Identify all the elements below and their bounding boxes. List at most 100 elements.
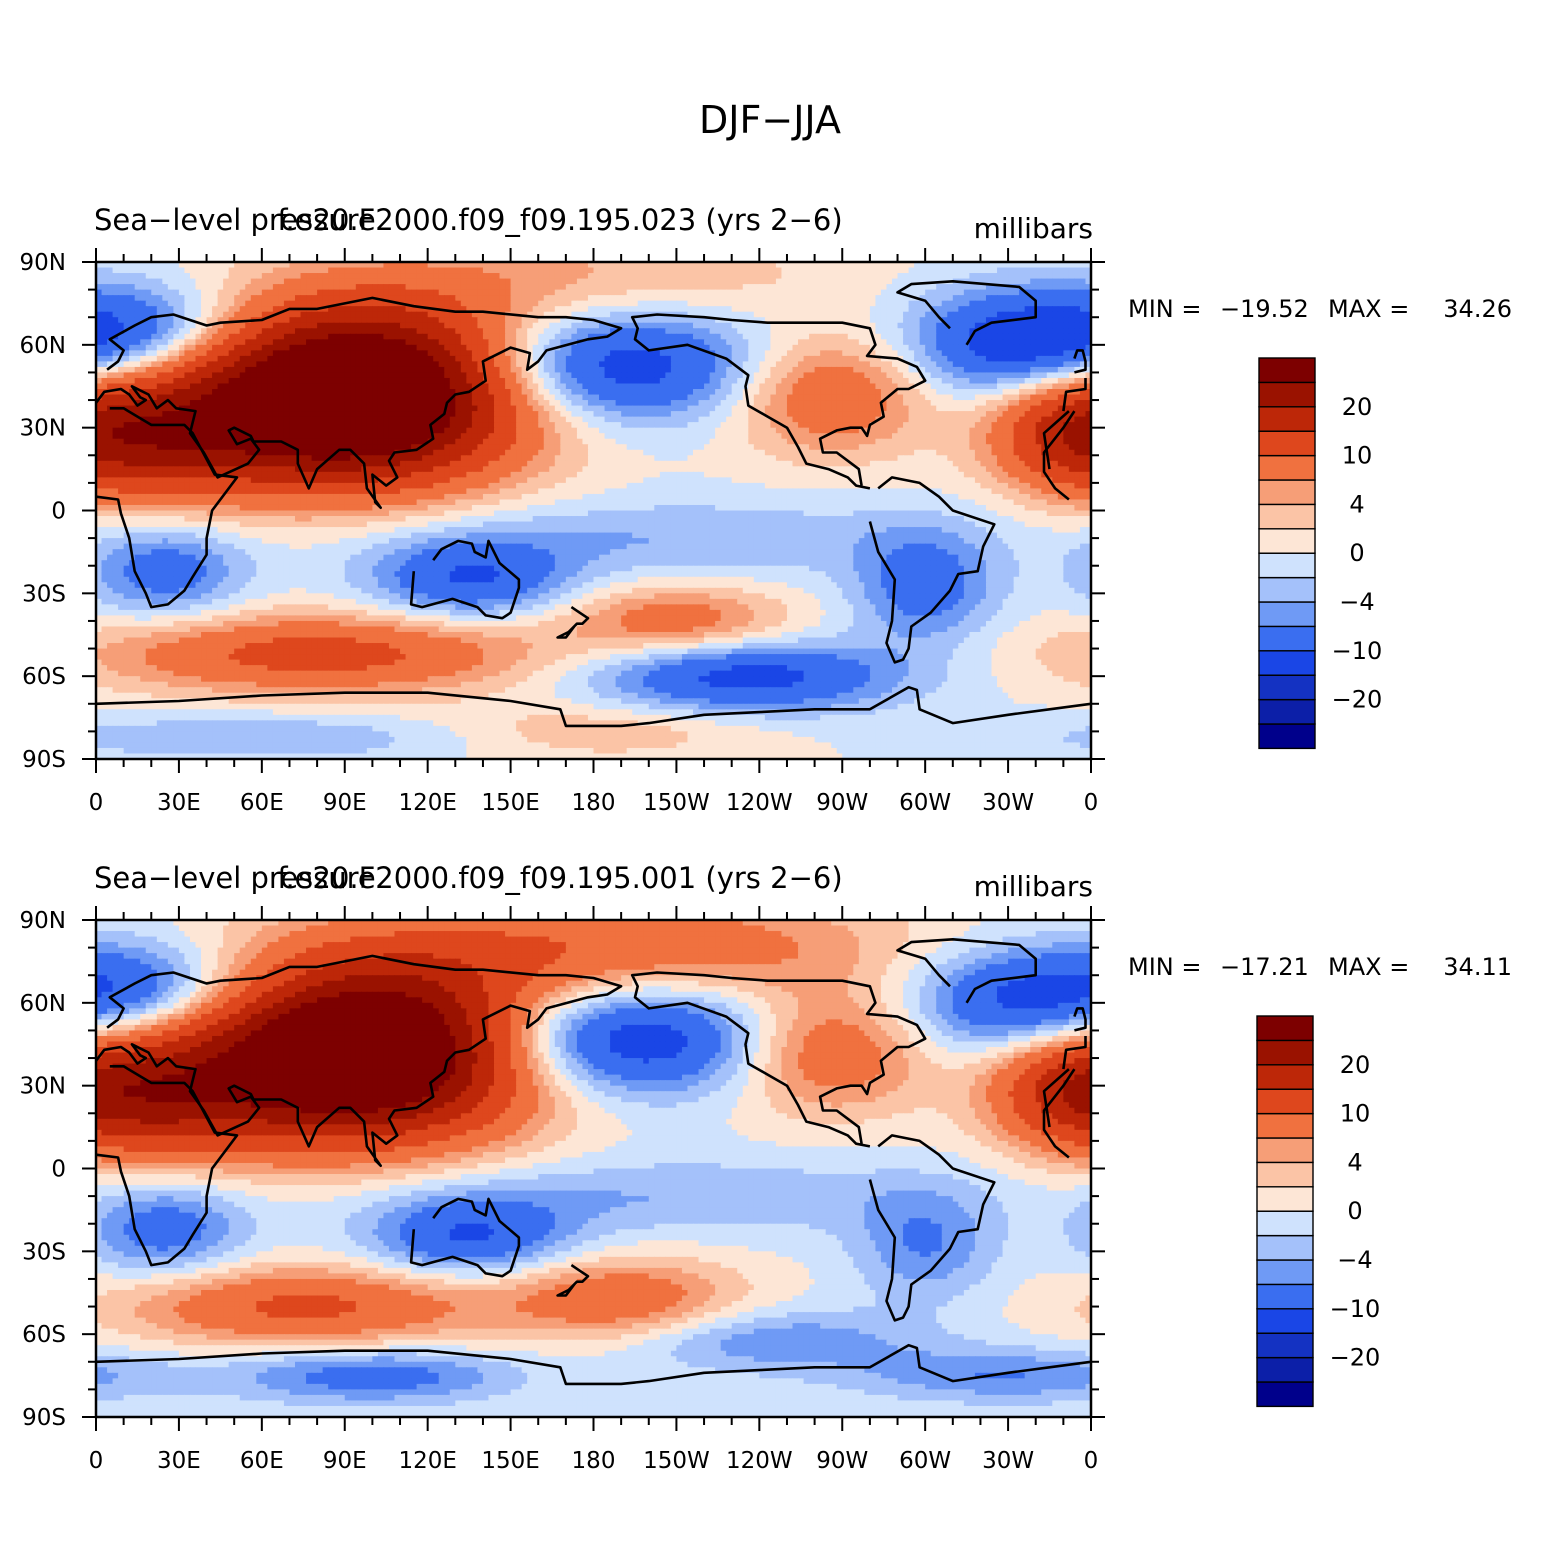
field-cell (1079, 383, 1087, 390)
field-cell (405, 389, 412, 396)
field-cell (814, 377, 821, 385)
field-cell (687, 267, 694, 274)
field-cell (178, 339, 186, 346)
field-cell (477, 394, 484, 401)
field-cell (952, 333, 959, 340)
field-cell (886, 372, 893, 379)
field-cell (809, 284, 816, 291)
field-cell (997, 300, 1004, 307)
field-cell (178, 366, 186, 374)
field-cell (759, 295, 766, 302)
field-cell (798, 311, 805, 318)
field-cell (228, 366, 235, 374)
field-cell (272, 278, 280, 285)
field-cell (693, 350, 700, 357)
field-cell (482, 405, 490, 412)
field-cell (726, 372, 733, 379)
field-cell (516, 355, 523, 362)
field-cell (212, 366, 219, 374)
field-cell (455, 322, 462, 329)
field-cell (272, 267, 280, 274)
field-cell (400, 306, 407, 313)
field-cell (1074, 317, 1081, 324)
field-cell (145, 284, 152, 291)
field-cell (775, 284, 783, 291)
field-cell (201, 306, 208, 313)
field-cell (295, 317, 302, 324)
field-cell (565, 405, 572, 412)
field-cell (737, 262, 744, 269)
field-cell (278, 339, 285, 346)
field-cell (239, 372, 246, 379)
field-cell (394, 284, 401, 291)
field-cell (471, 322, 479, 329)
field-cell (875, 366, 882, 374)
field-cell (709, 295, 716, 302)
field-cell (864, 361, 871, 368)
field-cell (217, 317, 224, 324)
field-cell (516, 262, 523, 269)
field-cell (864, 328, 871, 335)
field-cell (637, 311, 644, 318)
field-cell (261, 411, 268, 418)
field-cell (809, 355, 816, 362)
field-cell (809, 394, 816, 401)
field-cell (825, 322, 832, 329)
field-cell (460, 262, 467, 269)
field-cell (411, 300, 418, 307)
field-cell (869, 328, 877, 335)
field-cell (892, 322, 899, 329)
field-cell (919, 262, 926, 269)
field-cell (875, 289, 882, 296)
field-cell (261, 333, 268, 340)
field-cell (1008, 355, 1015, 362)
field-cell (1057, 333, 1064, 340)
field-cell (880, 306, 888, 313)
field-cell (770, 361, 777, 368)
field-cell (748, 344, 755, 351)
field-cell (322, 411, 329, 418)
field-cell (212, 289, 219, 296)
field-cell (532, 328, 539, 335)
field-cell (101, 394, 108, 401)
field-cell (516, 333, 523, 340)
field-cell (1019, 405, 1026, 412)
field-cell (643, 306, 650, 313)
field-cell (145, 361, 152, 368)
field-cell (659, 300, 666, 307)
field-cell (405, 383, 412, 390)
field-cell (383, 322, 390, 329)
field-cell (908, 400, 915, 407)
field-cell (134, 350, 141, 357)
field-cell (217, 355, 224, 362)
field-cell (140, 355, 147, 362)
field-cell (665, 377, 672, 385)
field-cell (659, 333, 666, 340)
field-cell (864, 284, 871, 291)
field-cell (245, 383, 252, 390)
field-cell (803, 411, 810, 418)
field-cell (516, 306, 523, 313)
field-cell (869, 350, 877, 357)
field-cell (201, 317, 208, 324)
field-cell (344, 273, 351, 280)
field-cell (1041, 300, 1048, 307)
field-cell (1030, 273, 1037, 280)
field-cell (283, 411, 291, 418)
field-cell (178, 394, 186, 401)
field-cell (731, 278, 738, 285)
field-cell (1068, 328, 1076, 335)
field-cell (1008, 289, 1015, 296)
field-cell (112, 383, 119, 390)
field-cell (825, 339, 832, 346)
field-cell (217, 372, 224, 379)
field-cell (422, 295, 429, 302)
field-cell (587, 405, 595, 412)
field-cell (560, 284, 567, 291)
field-cell (936, 361, 943, 368)
field-cell (427, 289, 434, 296)
field-cell (355, 344, 362, 351)
field-cell (272, 262, 280, 269)
field-cell (245, 333, 252, 340)
field-cell (781, 333, 788, 340)
